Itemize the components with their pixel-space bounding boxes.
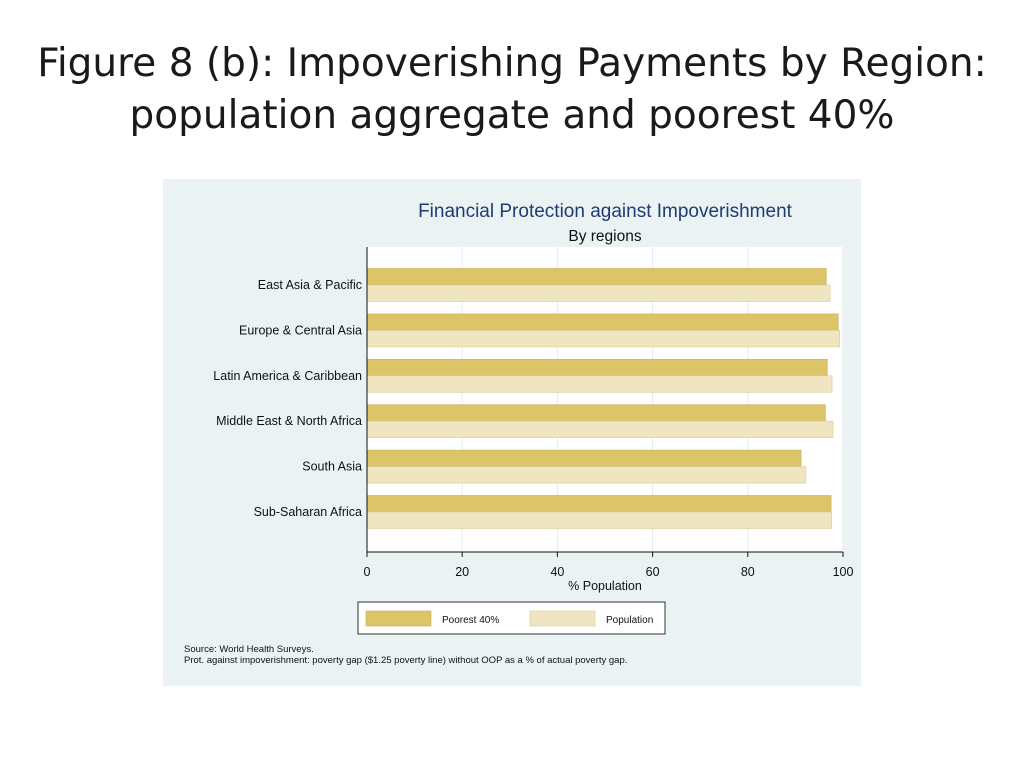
bar-poorest40-0 — [366, 268, 827, 286]
x-tick-label-0: 0 — [364, 565, 371, 579]
category-label-4: South Asia — [302, 460, 362, 474]
bar-poorest40-4 — [366, 449, 802, 467]
bar-chart: Financial Protection against Impoverishm… — [184, 201, 854, 666]
bar-population-0 — [366, 284, 831, 302]
category-label-0: East Asia & Pacific — [258, 278, 362, 292]
bar-population-2 — [366, 375, 833, 393]
source-note: Source: World Health Surveys. — [184, 644, 314, 655]
x-axis: 0 20 40 60 80 100 — [364, 247, 854, 579]
category-labels: East Asia & Pacific Europe & Central Asia… — [213, 278, 362, 519]
legend-label-poorest40: Poorest 40% — [442, 615, 499, 626]
bar-poorest40-3 — [366, 404, 826, 422]
x-tick-label-60: 60 — [646, 565, 660, 579]
bar-population-3 — [366, 420, 834, 438]
x-tick-label-40: 40 — [550, 565, 564, 579]
slide-title-line-2: population aggregate and poorest 40% — [129, 93, 895, 138]
method-note: Prot. against impoverishment: poverty ga… — [184, 655, 627, 666]
chart-subtitle: By regions — [568, 228, 641, 245]
category-label-2: Latin America & Caribbean — [213, 369, 362, 383]
category-label-5: Sub-Saharan Africa — [254, 505, 362, 519]
x-tick-label-80: 80 — [741, 565, 755, 579]
bar-poorest40-5 — [366, 495, 832, 513]
legend: Poorest 40% Population — [357, 601, 666, 635]
bar-poorest40-2 — [366, 359, 828, 377]
x-tick-label-20: 20 — [455, 565, 469, 579]
chart-panel: Financial Protection against Impoverishm… — [163, 179, 861, 686]
chart-title: Financial Protection against Impoverishm… — [418, 201, 793, 222]
category-label-1: Europe & Central Asia — [239, 323, 362, 337]
legend-swatch-population — [529, 610, 596, 627]
bar-population-1 — [366, 330, 840, 348]
bars — [366, 268, 840, 529]
slide-title: Figure 8 (b): Impoverishing Payments by … — [0, 38, 1024, 142]
x-axis-label: % Population — [568, 579, 642, 593]
bar-population-5 — [366, 511, 832, 529]
category-label-3: Middle East & North Africa — [216, 414, 362, 428]
bar-population-4 — [366, 466, 807, 484]
x-tick-label-100: 100 — [833, 565, 854, 579]
bar-poorest40-1 — [366, 313, 839, 331]
legend-swatch-poorest40 — [365, 610, 432, 627]
legend-label-population: Population — [606, 615, 653, 626]
slide-title-line-1: Figure 8 (b): Impoverishing Payments by … — [37, 41, 987, 86]
